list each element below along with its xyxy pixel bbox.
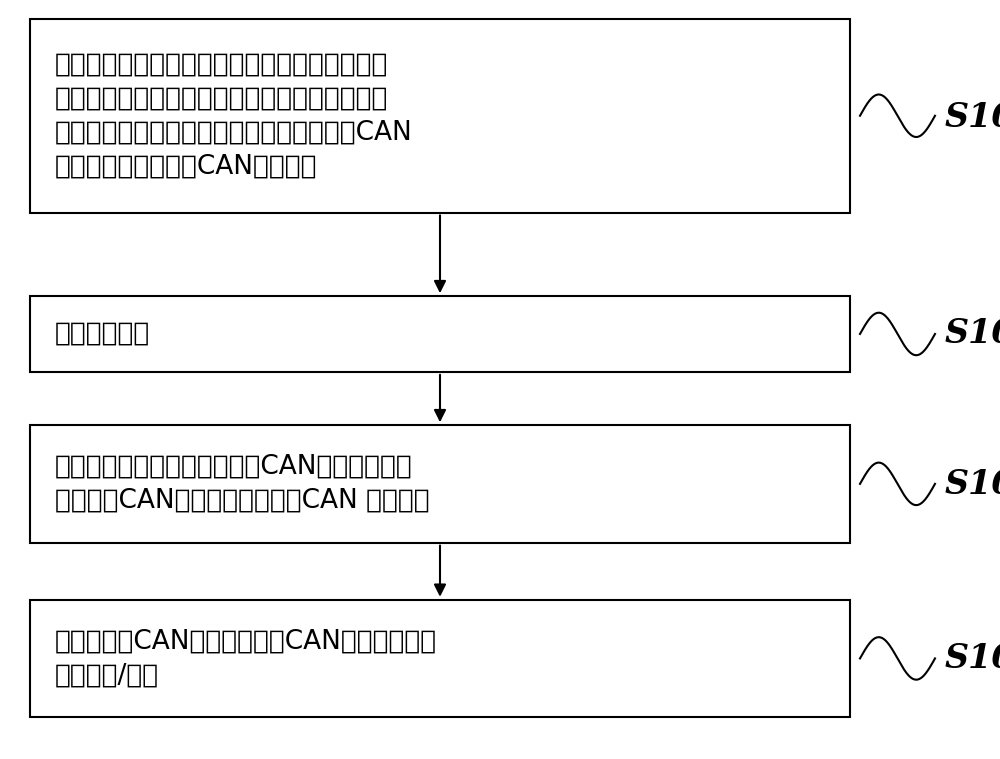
Bar [30, 600, 850, 717]
Text: 根据所述动态密钥对所述第一CAN报文信息加密
，获得在CAN总线中传输的第二CAN 报文信息: 根据所述动态密钥对所述第一CAN报文信息加密 ，获得在CAN总线中传输的第二CA… [55, 454, 430, 514]
Text: 获取动态密钥: 获取动态密钥 [55, 321, 150, 347]
Text: S104: S104 [945, 641, 1000, 675]
Bar [30, 425, 850, 543]
Bar [30, 19, 850, 213]
Bar [30, 296, 850, 372]
Text: S103: S103 [945, 468, 1000, 501]
Text: 在确定当前接收到的指纹信息与预先存储的指纹
信息一致的情况下，根据预先存储的帧结构加密
算法，对包含所述指纹信息的控制器局域网CAN
报文加密，获得第一CAN报: 在确定当前接收到的指纹信息与预先存储的指纹 信息一致的情况下，根据预先存储的帧结… [55, 52, 413, 180]
Text: S101: S101 [945, 101, 1000, 134]
Text: S102: S102 [945, 317, 1000, 351]
Text: 将所述第二CAN报文信息通过CAN总线发送至车
身控制器/车机: 将所述第二CAN报文信息通过CAN总线发送至车 身控制器/车机 [55, 628, 437, 688]
